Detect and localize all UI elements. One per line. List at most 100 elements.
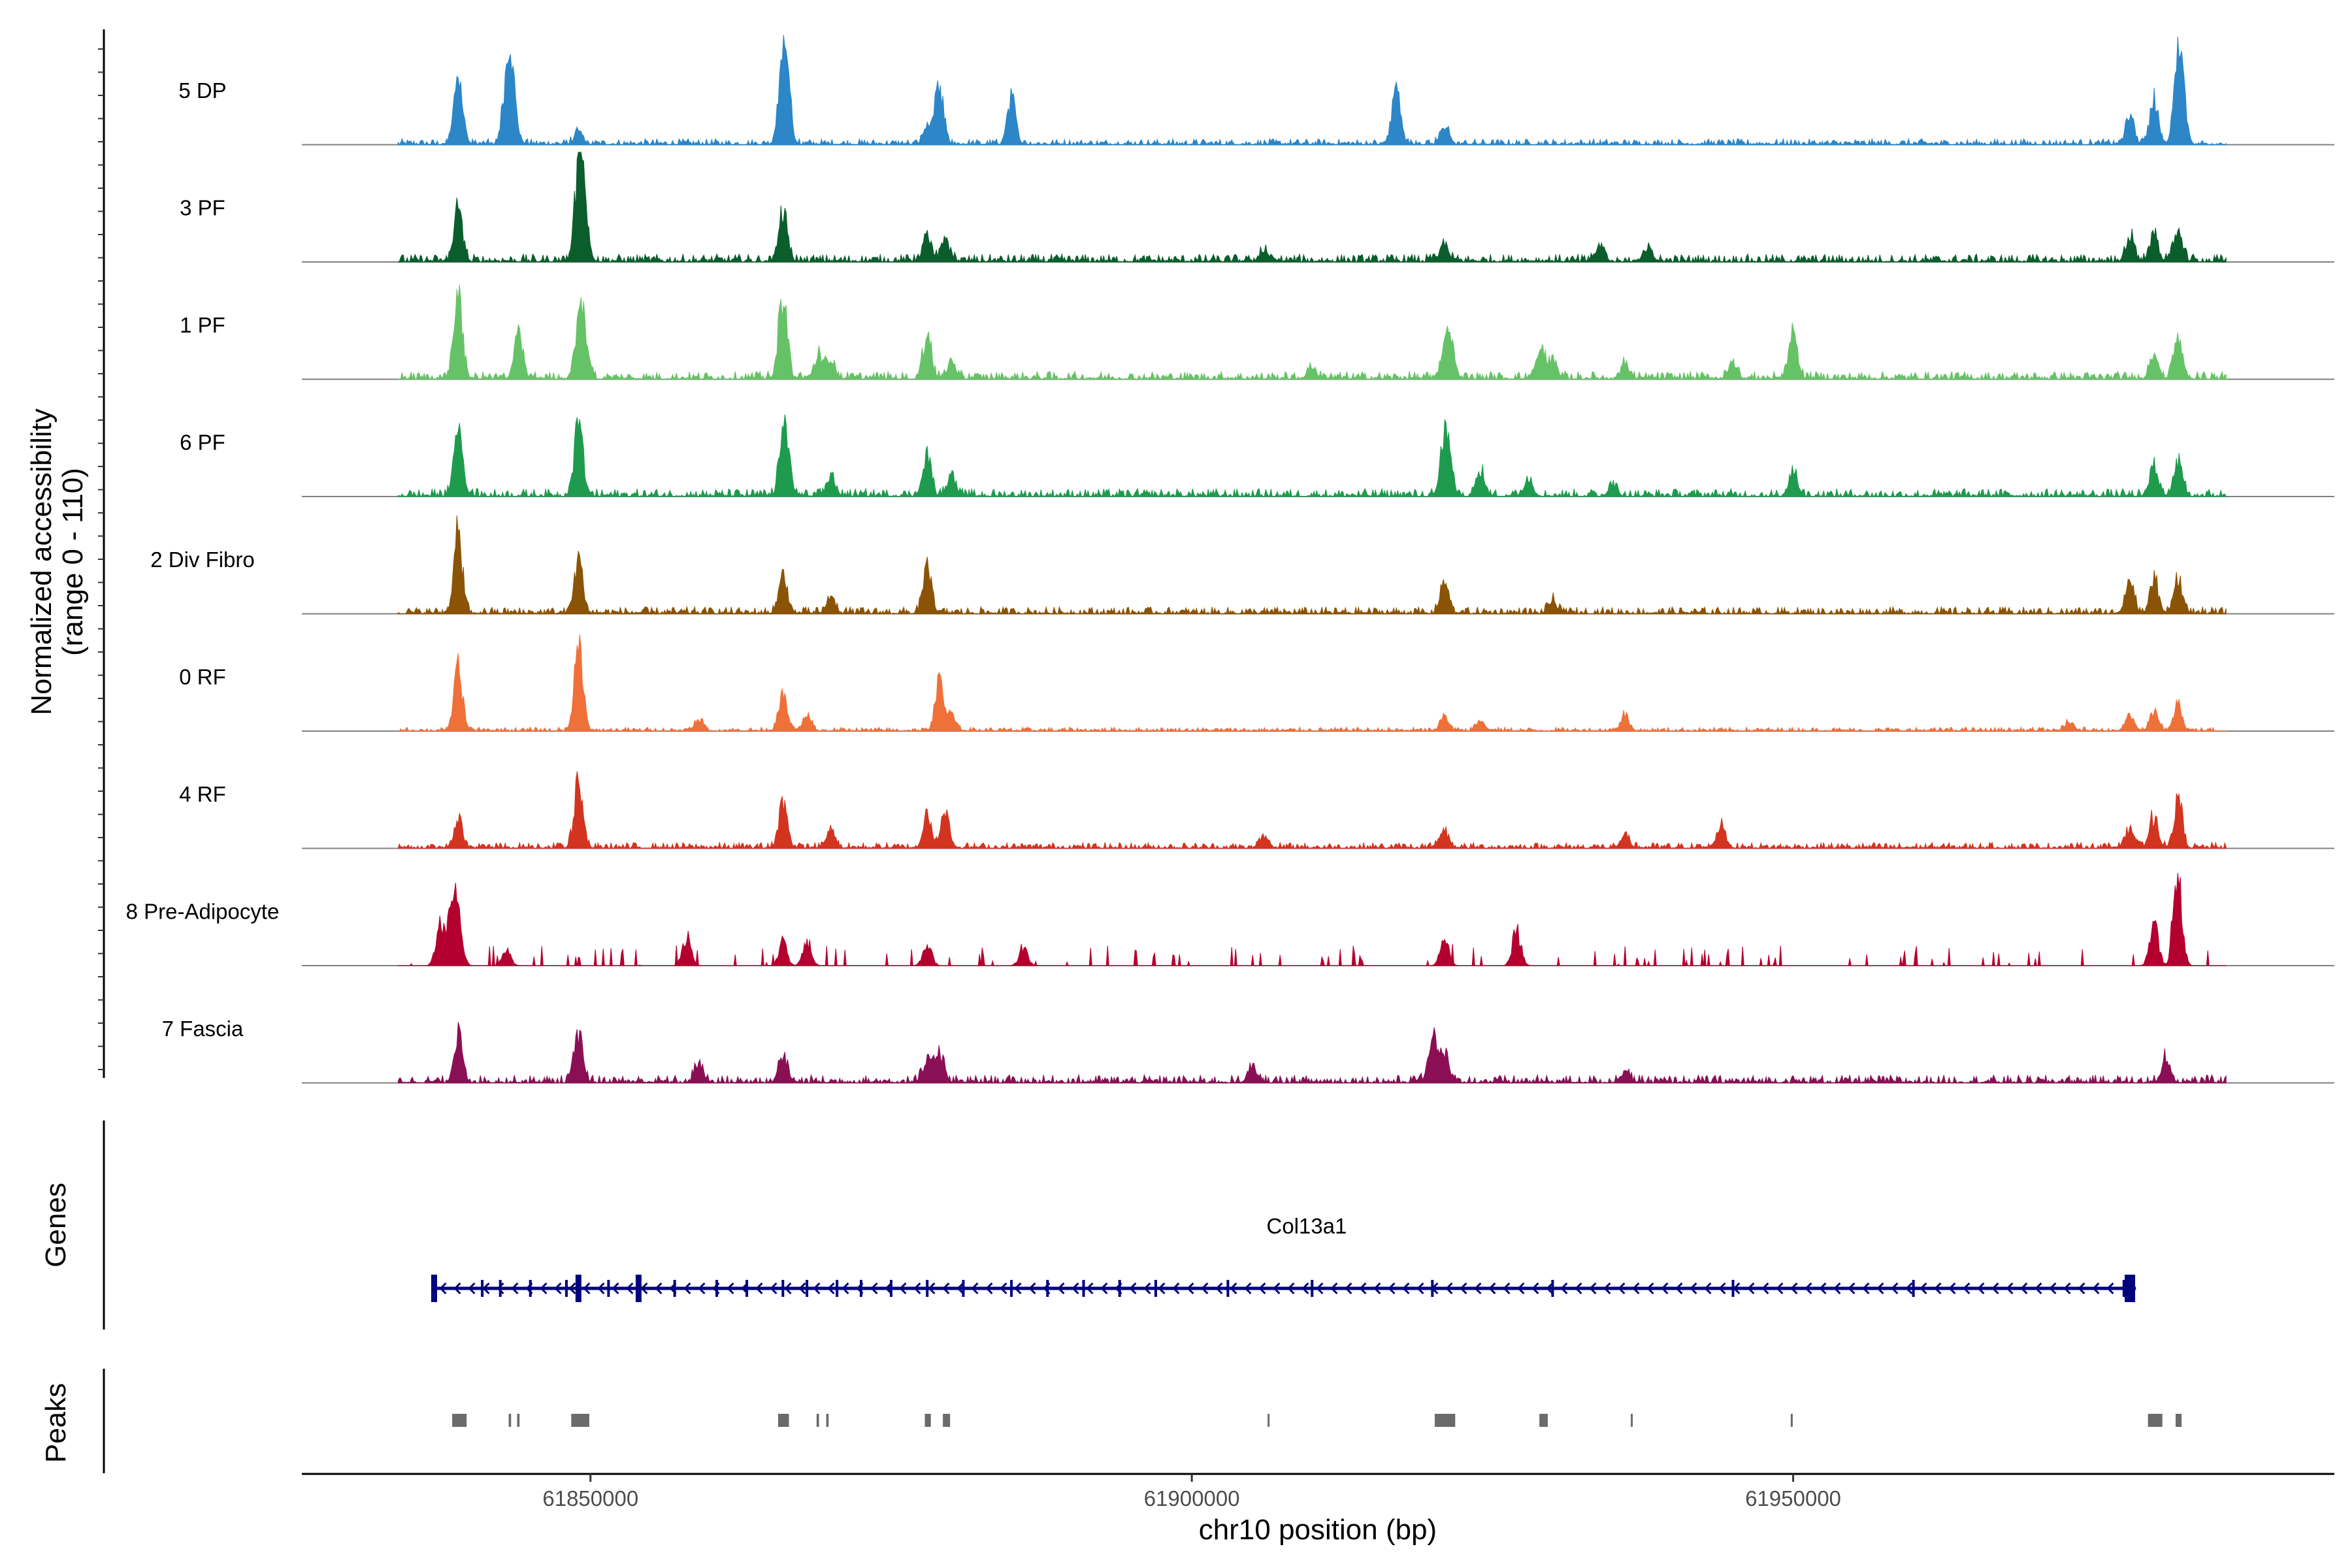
gene-exon: [806, 1280, 809, 1297]
strand-arrow: [2006, 1282, 2014, 1295]
track-0-rf: 0 RF: [179, 634, 2334, 732]
strand-arrow: [755, 1282, 763, 1295]
peak-region: [777, 1414, 789, 1427]
track-label: 2 Div Fibro: [150, 547, 255, 572]
strand-arrow: [655, 1282, 662, 1295]
gene-exon: [481, 1280, 484, 1297]
strand-arrow: [770, 1282, 777, 1295]
strand-arrow: [2020, 1282, 2028, 1295]
track-label: 0 RF: [179, 665, 226, 689]
x-axis-title: chr10 position (bp): [1199, 1514, 1437, 1546]
peak-region: [571, 1414, 589, 1427]
strand-arrow: [913, 1282, 921, 1295]
coverage-area: [397, 152, 2227, 263]
track-4-rf: 4 RF: [179, 771, 2334, 850]
peak-region: [924, 1414, 931, 1427]
strand-arrow: [1287, 1282, 1295, 1295]
coverage-area: [397, 284, 2227, 381]
strand-arrow: [1215, 1282, 1223, 1295]
strand-arrow: [1373, 1282, 1381, 1295]
strand-arrow: [568, 1282, 576, 1295]
coverage-area: [397, 414, 2227, 498]
gene-exon: [1226, 1280, 1230, 1297]
strand-arrow: [1862, 1282, 1870, 1295]
strand-arrow: [1704, 1282, 1712, 1295]
strand-arrow: [1014, 1282, 1022, 1295]
track-5-dp: 5 DP: [178, 35, 2334, 146]
gene-exon: [836, 1280, 839, 1297]
gene-exon: [607, 1280, 610, 1297]
strand-arrow: [554, 1282, 562, 1295]
peak-region: [2148, 1414, 2163, 1427]
strand-arrow: [683, 1282, 691, 1295]
track-2-div-fibro: 2 Div Fibro: [150, 515, 2334, 615]
strand-arrow: [1057, 1282, 1065, 1295]
track-label: 1 PF: [180, 313, 225, 337]
strand-arrow: [1445, 1282, 1453, 1295]
coverage-area: [397, 634, 2227, 732]
strand-arrow: [1747, 1282, 1755, 1295]
track-label: 7 Fascia: [162, 1017, 244, 1041]
strand-arrow: [698, 1282, 706, 1295]
strand-arrow: [497, 1282, 504, 1295]
gene-exon: [745, 1280, 749, 1297]
strand-arrow: [1919, 1282, 1927, 1295]
strand-arrow: [1891, 1282, 1899, 1295]
track-label: 8 Pre-Adipocyte: [126, 900, 280, 924]
strand-arrow: [1359, 1282, 1367, 1295]
peak-region: [1790, 1414, 1793, 1427]
track-label: 5 DP: [178, 78, 226, 103]
track-label: 6 PF: [180, 431, 225, 455]
gene-exon: [1082, 1280, 1085, 1297]
gene-name-label: Col13a1: [1267, 1214, 1347, 1238]
track-6-pf: 6 PF: [180, 414, 2334, 498]
strand-arrow: [1790, 1282, 1798, 1295]
strand-arrow: [1143, 1282, 1151, 1295]
peak-region: [517, 1414, 520, 1427]
strand-arrow: [511, 1282, 519, 1295]
strand-arrow: [1503, 1282, 1511, 1295]
strand-arrow: [468, 1282, 476, 1295]
gene-exon: [859, 1280, 862, 1297]
track-3-pf: 3 PF: [180, 152, 2334, 263]
gene-exon: [1912, 1280, 1915, 1297]
gene-exon: [529, 1280, 532, 1297]
gene-exon: [575, 1275, 581, 1302]
gene-track: Genes Col13a1: [40, 1120, 2136, 1330]
strand-arrow: [784, 1282, 792, 1295]
peak-regions: [452, 1414, 2182, 1427]
coverage-area: [397, 1022, 2227, 1085]
strand-arrow: [1977, 1282, 1985, 1295]
y-axis-title: Normalized accessibility: [25, 408, 57, 715]
peak-region: [1267, 1414, 1270, 1427]
coverage-area: [397, 515, 2227, 615]
strand-arrow: [1963, 1282, 1970, 1295]
peak-region: [1631, 1414, 1633, 1427]
strand-arrow: [1071, 1282, 1079, 1295]
track-1-pf: 1 PF: [180, 284, 2334, 381]
strand-arrow: [1646, 1282, 1654, 1295]
gene-exon: [1311, 1280, 1314, 1297]
peak-region: [508, 1414, 512, 1427]
gene-exon: [1046, 1280, 1049, 1297]
strand-arrow: [798, 1282, 806, 1295]
strand-arrow: [1100, 1282, 1108, 1295]
gene-exon: [1154, 1280, 1157, 1297]
gene-exon: [1551, 1280, 1554, 1297]
strand-arrow: [956, 1282, 964, 1295]
strand-arrow: [1675, 1282, 1683, 1295]
strand-arrow: [1618, 1282, 1625, 1295]
gene-exon: [1431, 1280, 1434, 1297]
strand-arrow: [1301, 1282, 1309, 1295]
strand-arrow: [2049, 1282, 2057, 1295]
strand-arrow: [2092, 1282, 2100, 1295]
strand-arrow: [1991, 1282, 1999, 1295]
strand-arrow: [1474, 1282, 1482, 1295]
strand-arrow: [1690, 1282, 1697, 1295]
strand-arrow: [885, 1282, 892, 1295]
strand-arrow: [1517, 1282, 1525, 1295]
strand-arrow: [439, 1282, 447, 1295]
peak-region: [816, 1414, 819, 1427]
strand-arrow: [1402, 1282, 1410, 1295]
